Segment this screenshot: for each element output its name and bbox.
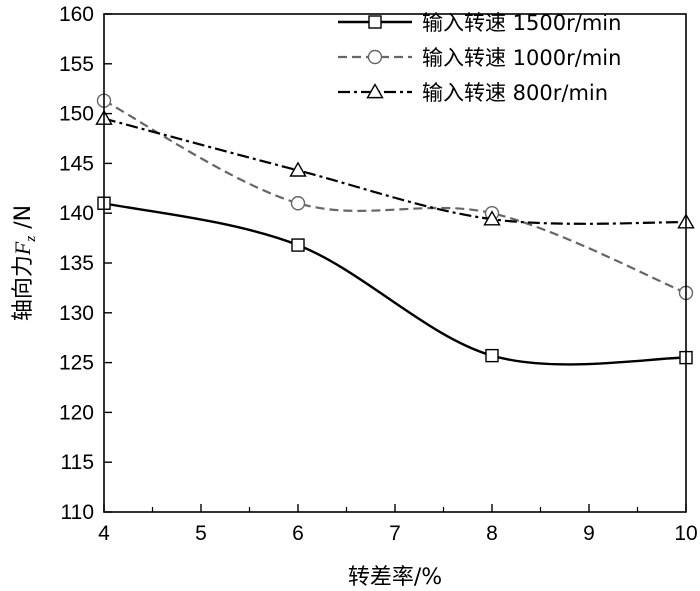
x-tick-label: 10	[674, 522, 697, 545]
legend-item: 输入转速 800r/min	[338, 81, 608, 105]
series-1	[97, 196, 693, 366]
legend-label: 输入转速 1000r/min	[422, 46, 621, 70]
series-line	[103, 117, 687, 225]
y-tick-label: 160	[59, 3, 94, 26]
data-point-square	[485, 348, 499, 363]
x-axis-label: 转差率/%	[348, 565, 442, 590]
y-tick-label: 110	[61, 501, 94, 524]
legend-marker-square	[368, 15, 382, 29]
legend-marker-triangle	[366, 83, 384, 99]
legend-item: 输入转速 1000r/min	[338, 46, 621, 70]
data-point-triangle	[289, 161, 307, 177]
series-layer	[95, 93, 695, 366]
data-point-triangle	[483, 210, 501, 226]
legend: 输入转速 1500r/min 输入转速 1000r/min 输入转速 800r/mi…	[338, 11, 621, 105]
x-tick-label: 5	[195, 522, 207, 545]
legend-marker-circle	[367, 49, 383, 65]
y-tick-label: 125	[59, 352, 94, 375]
axes-layer: 4 5 6 7 8 9 10 110 115 120 125 130 135 140 145 150 155 16…	[59, 3, 698, 545]
legend-label: 输入转速 1500r/min	[422, 11, 621, 35]
y-axis-label-subscript: z	[23, 236, 39, 243]
series-line	[103, 202, 687, 366]
y-axis-label-symbol: F	[10, 241, 35, 256]
y-tick-label: 135	[59, 252, 94, 275]
y-axis-label-prefix: 轴向力	[11, 255, 36, 321]
x-tick-label: 9	[583, 522, 595, 545]
y-tick-label: 145	[59, 152, 94, 175]
y-axis-label: 轴向力Fz /N	[10, 205, 39, 321]
series-3	[95, 109, 695, 229]
data-point-circle	[290, 196, 306, 211]
y-tick-label: 115	[61, 451, 94, 474]
legend-label: 输入转速 800r/min	[422, 81, 608, 105]
y-tick-label: 120	[59, 401, 94, 424]
data-point-square	[291, 238, 305, 252]
y-tick-label: 150	[59, 103, 94, 126]
x-tick-label: 4	[98, 522, 110, 545]
y-tick-label: 155	[59, 53, 94, 76]
x-tick-label: 6	[292, 522, 304, 545]
y-axis-label-suffix: /N	[11, 205, 36, 236]
x-tick-label: 8	[486, 522, 498, 545]
legend-item: 输入转速 1500r/min	[338, 11, 621, 35]
series-line	[103, 99, 687, 294]
y-tick-label: 140	[59, 202, 94, 225]
y-tick-label: 130	[59, 302, 94, 325]
x-tick-label: 7	[389, 522, 401, 545]
